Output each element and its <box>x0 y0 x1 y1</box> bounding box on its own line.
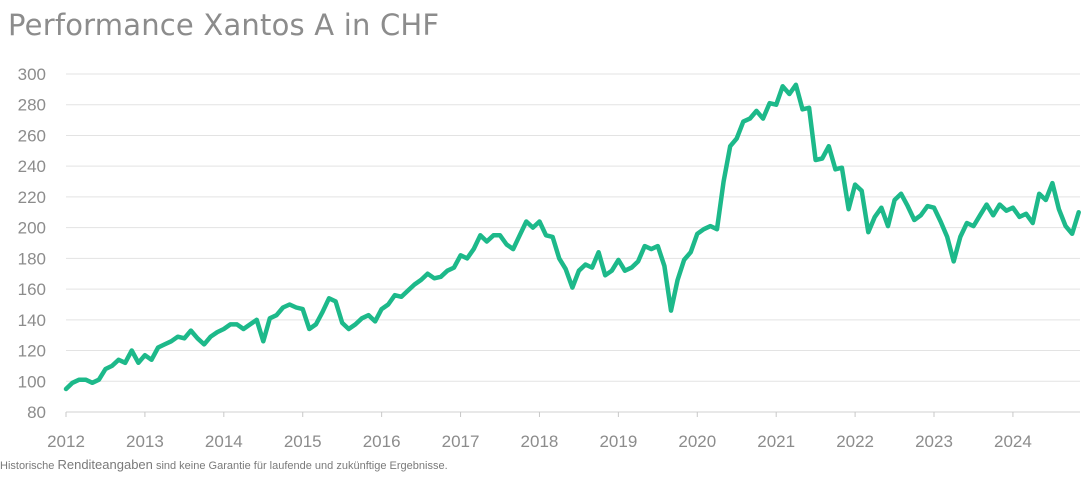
grid-lines <box>66 73 1080 382</box>
x-tick-label: 2019 <box>599 432 637 451</box>
series-line <box>63 82 1081 392</box>
y-tick-label: 160 <box>18 280 46 299</box>
y-tick-label: 140 <box>18 311 46 330</box>
performance-chart: 80 100 120 140 160 180 200 220 240 260 280 300 2012… <box>18 65 1081 451</box>
x-tick-label: 2018 <box>521 432 559 451</box>
x-tick-label: 2012 <box>47 432 85 451</box>
x-tick-label: 2020 <box>678 432 716 451</box>
x-tick-label: 2015 <box>284 432 322 451</box>
y-tick-label: 180 <box>18 249 46 268</box>
x-tick-label: 2022 <box>836 432 874 451</box>
footnote-prefix: Historische <box>0 460 58 472</box>
y-tick-label: 260 <box>18 126 46 145</box>
series-layer <box>63 82 1081 392</box>
y-tick-label: 280 <box>18 96 46 115</box>
y-tick-label: 220 <box>18 188 46 207</box>
x-tick-label: 2024 <box>994 432 1032 451</box>
x-tick-label: 2013 <box>126 432 164 451</box>
x-axis <box>65 411 1080 417</box>
y-axis-labels: 80 100 120 140 160 180 200 220 240 260 280 300 <box>18 65 46 422</box>
x-tick-label: 2016 <box>363 432 401 451</box>
footnote-emphasis: Renditeangaben <box>57 457 153 472</box>
footnote-suffix: sind keine Garantie für laufende und zuk… <box>152 460 448 472</box>
x-tick-label: 2023 <box>915 432 953 451</box>
y-tick-label: 200 <box>18 219 46 238</box>
disclaimer-footnote: Historische Renditeangaben sind keine Ga… <box>0 457 448 472</box>
y-tick-label: 300 <box>18 65 46 84</box>
y-tick-label: 120 <box>18 342 46 361</box>
x-tick-label: 2017 <box>442 432 480 451</box>
y-tick-label: 80 <box>27 403 46 422</box>
x-axis-labels: 2012 2013 2014 2015 2016 2017 2018 2019 2020 2021… <box>47 432 1032 451</box>
y-tick-label: 100 <box>18 372 46 391</box>
chart-title: Performance Xantos A in CHF <box>8 8 440 42</box>
x-tick-label: 2021 <box>757 432 795 451</box>
y-tick-label: 240 <box>18 157 46 176</box>
x-tick-label: 2014 <box>205 432 243 451</box>
